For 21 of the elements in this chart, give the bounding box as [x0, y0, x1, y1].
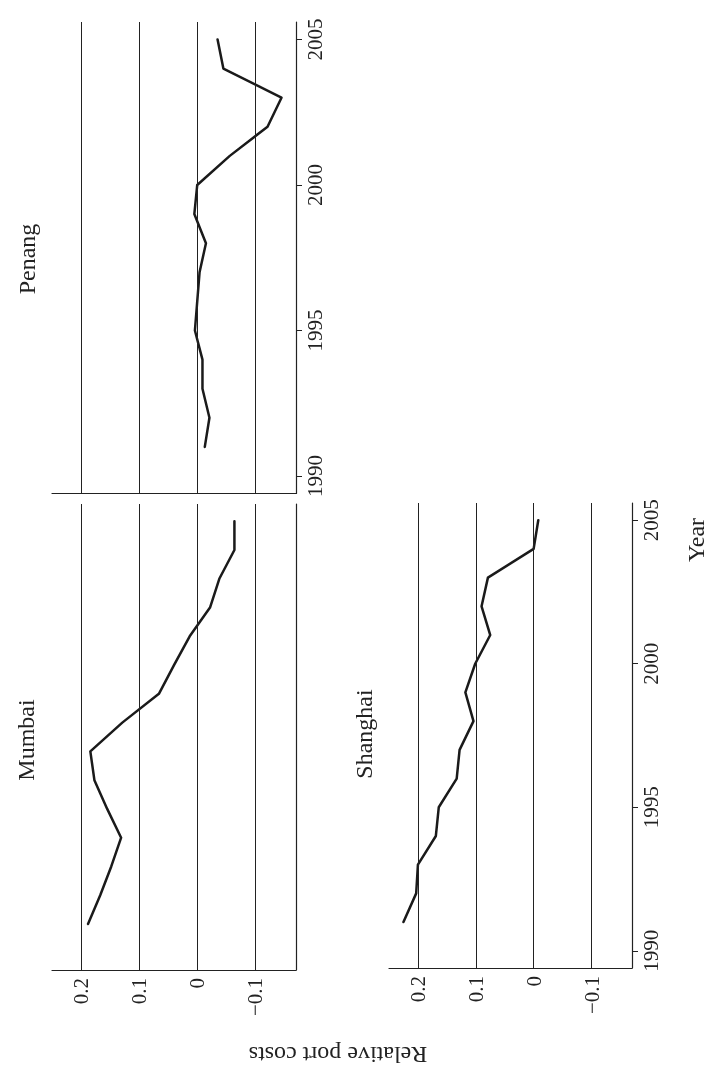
- y-axis-title: Year: [683, 517, 709, 563]
- x-tick-label: 0: [521, 976, 546, 987]
- x-tick-label: 0.2: [69, 978, 94, 1005]
- y-tick-label: 2005: [302, 18, 327, 61]
- x-tick-label: 0.1: [127, 978, 152, 1005]
- y-tick-label: 2005: [638, 499, 663, 542]
- x-tick-label: −0.1: [243, 978, 268, 1017]
- y-tick-label: 2000: [638, 642, 663, 685]
- text: Shanghai: [351, 689, 377, 779]
- text: Mumbai: [13, 699, 39, 781]
- y-tick-label: 1995: [638, 786, 663, 829]
- x-tick-label: 0.1: [463, 976, 488, 1003]
- y-tick-label: 1990: [302, 455, 327, 497]
- x-tick-label: 0.2: [405, 976, 430, 1003]
- text: Penang: [14, 223, 40, 295]
- x-axis-title: Relative port costs: [248, 1042, 428, 1068]
- y-tick-label: 1995: [302, 309, 327, 352]
- x-tick-label: −0.1: [579, 976, 604, 1015]
- x-tick-label: 0: [185, 978, 210, 989]
- y-tick-label: 2000: [302, 163, 327, 206]
- y-tick-label: 1990: [638, 929, 663, 972]
